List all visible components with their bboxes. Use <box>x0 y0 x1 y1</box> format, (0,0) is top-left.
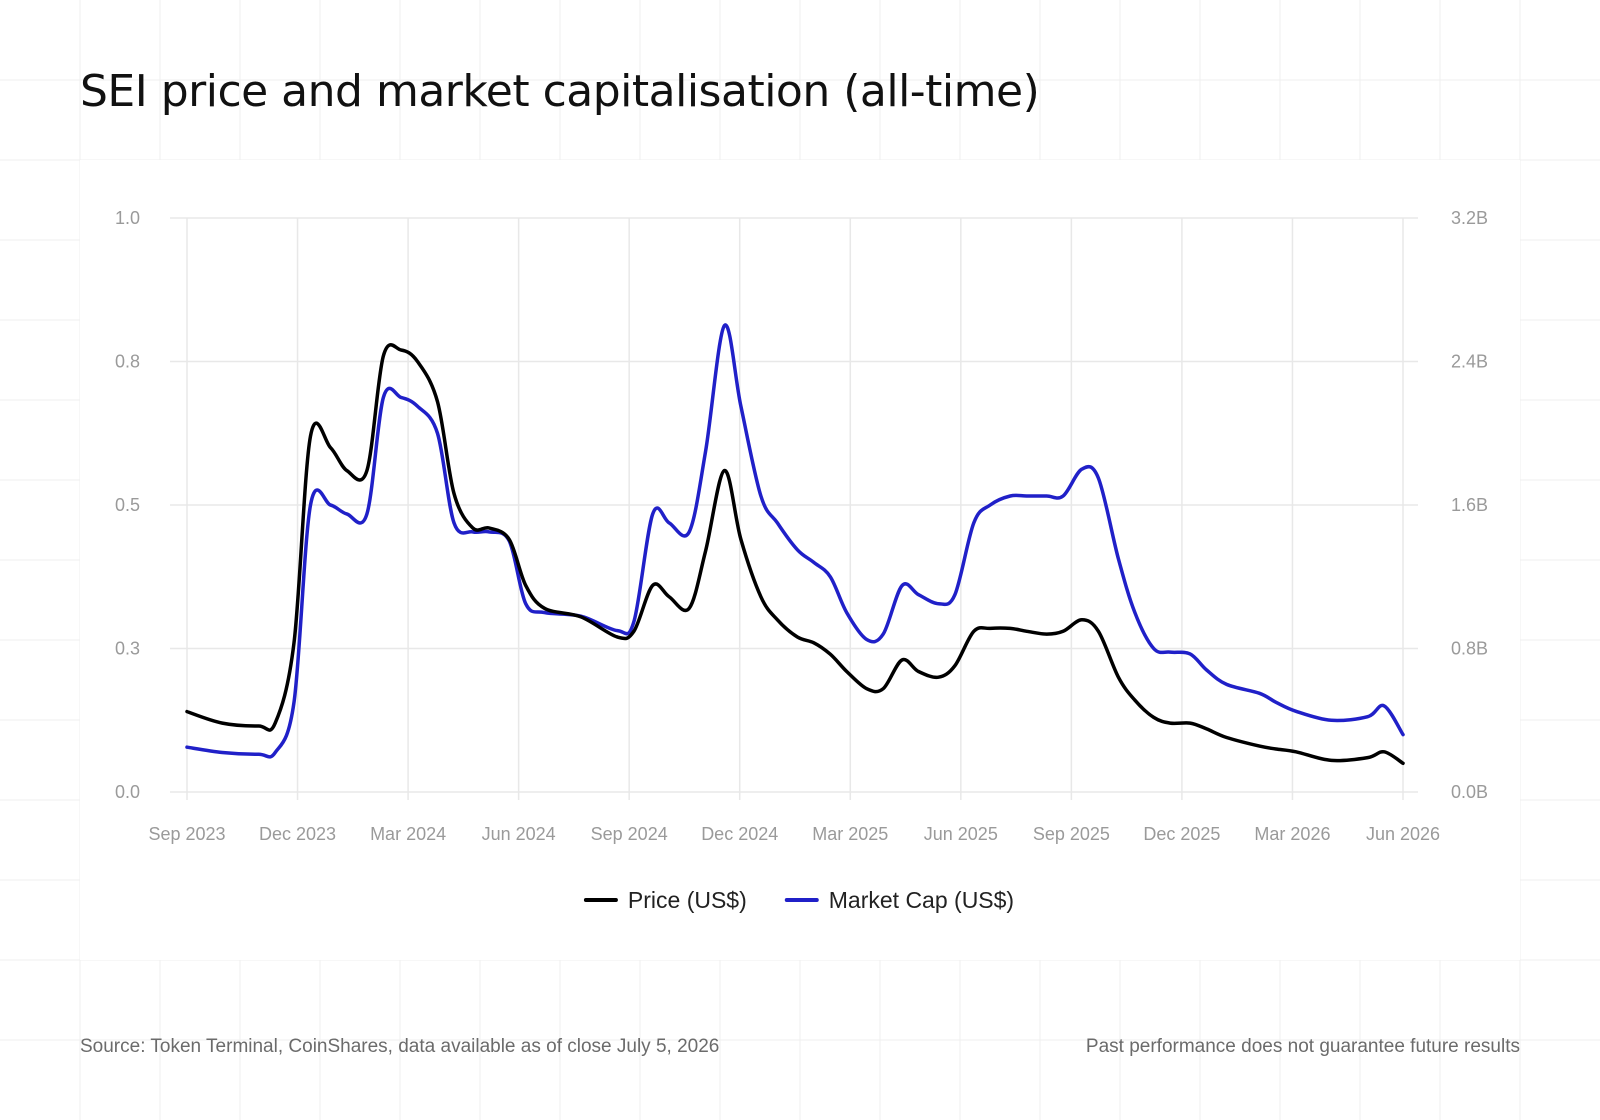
source-note: Source: Token Terminal, CoinShares, data… <box>80 1036 720 1057</box>
y-left-tick-label: 0.8 <box>115 352 140 372</box>
disclaimer-note: Past performance does not guarantee futu… <box>1085 1036 1520 1057</box>
y-right-tick-label: 0.0B <box>1451 782 1488 802</box>
y-right-tick-label: 2.4B <box>1451 352 1488 372</box>
y-right-tick-label: 1.6B <box>1451 495 1488 515</box>
y-right-tick-label: 3.2B <box>1451 208 1488 228</box>
legend-label-market-cap: Market Cap (US$) <box>829 887 1014 913</box>
x-tick-label: Mar 2025 <box>812 824 888 844</box>
x-tick-label: Jun 2025 <box>924 824 998 844</box>
page-title: SEI price and market capitalisation (all… <box>80 66 1040 117</box>
chart-gridlines <box>170 217 1418 800</box>
y-left-tick-label: 1.0 <box>115 208 140 228</box>
price-line <box>185 343 1405 766</box>
chart-legend: Price (US$) Market Cap (US$) <box>583 887 1014 913</box>
y-left-tick-label: 0.3 <box>115 639 140 659</box>
chart-ticks: 0.0 0.3 0.5 0.8 1.0 0.0B 0.8B 1.6B 2.4B 3.2B Sep 2… <box>115 208 1488 844</box>
x-tick-label: Sep 2025 <box>1033 824 1110 844</box>
y-left-tick-label: 0.5 <box>115 495 140 515</box>
x-tick-label: Dec 2023 <box>259 824 336 844</box>
x-tick-label: Dec 2024 <box>701 824 778 844</box>
market-cap-line <box>185 323 1405 759</box>
x-tick-label: Jun 2026 <box>1366 824 1440 844</box>
legend-label-price: Price (US$) <box>628 887 747 913</box>
y-right-tick-label: 0.8B <box>1451 639 1488 659</box>
chart-series <box>185 323 1405 766</box>
x-tick-label: Mar 2024 <box>370 824 446 844</box>
x-tick-label: Sep 2024 <box>591 824 668 844</box>
x-tick-label: Jun 2024 <box>482 824 556 844</box>
x-tick-label: Dec 2025 <box>1143 824 1220 844</box>
x-tick-label: Mar 2026 <box>1254 824 1330 844</box>
y-left-tick-label: 0.0 <box>115 782 140 802</box>
x-tick-label: Sep 2023 <box>148 824 225 844</box>
